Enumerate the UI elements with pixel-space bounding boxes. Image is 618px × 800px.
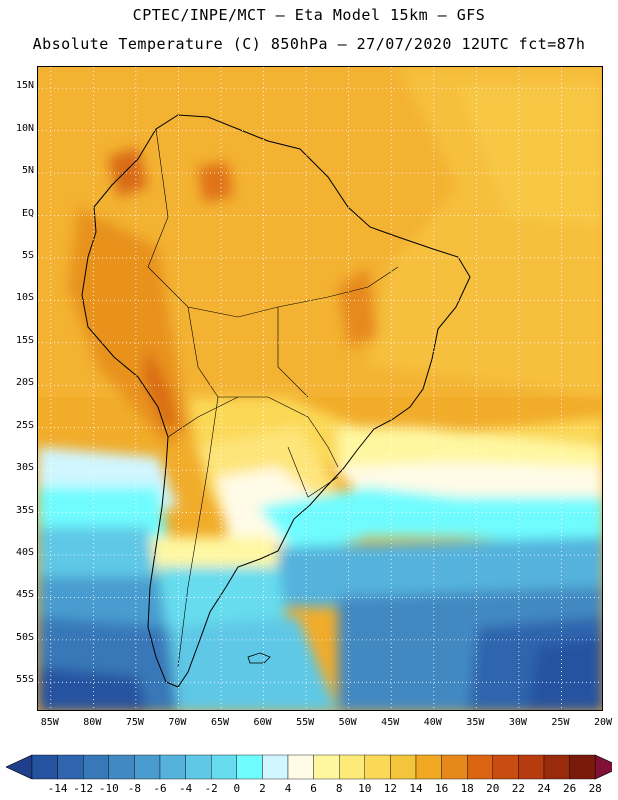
colorbar-swatch: [518, 754, 545, 780]
longitude-label: 65W: [210, 717, 230, 728]
colorbar-swatch: [82, 754, 109, 780]
colorbar-label: -14: [47, 782, 68, 795]
colorbar-swatch: [390, 754, 417, 780]
colorbar-swatch: [134, 754, 161, 780]
colorbar-label: 28: [588, 782, 602, 795]
colorbar-swatch: [364, 754, 391, 780]
colorbar-label: -10: [98, 782, 119, 795]
longitude-label: 35W: [466, 717, 485, 728]
colorbar-swatch: [185, 754, 212, 780]
colorbar-swatch: [210, 754, 237, 780]
colorbar-label: -6: [153, 782, 167, 795]
colorbar-label: -2: [204, 782, 218, 795]
colorbar-label: 4: [284, 782, 292, 795]
longitude-label: 40W: [423, 717, 442, 728]
temperature-map: [37, 66, 603, 711]
colorbar-swatch: [492, 754, 519, 780]
colorbar-label: 0: [233, 782, 241, 795]
colorbar-label: -8: [127, 782, 142, 795]
colorbar-label: 14: [409, 782, 423, 795]
latitude-label: 10N: [15, 122, 34, 134]
latitude-label: 55S: [15, 674, 34, 686]
colorbar-left-arrow: [6, 754, 33, 780]
colorbar-swatch: [262, 754, 289, 780]
colorbar-swatch: [569, 754, 596, 780]
colorbar-label: 8: [335, 782, 343, 795]
longitude-label: 45W: [381, 717, 400, 728]
colorbar-swatch: [57, 754, 84, 780]
colorbar-swatch: [441, 754, 468, 780]
latitude-label: 50S: [15, 631, 34, 643]
map-canvas: [38, 67, 602, 710]
colorbar-label: 26: [562, 782, 577, 795]
longitude-label: 85W: [40, 717, 59, 728]
longitude-label: 60W: [253, 717, 272, 728]
longitude-label: 55W: [296, 717, 315, 728]
latitude-label: 45S: [15, 589, 34, 601]
colorbar-label: 10: [358, 782, 372, 795]
latitude-label: 20S: [15, 377, 34, 389]
colorbar-swatch: [31, 754, 58, 780]
colorbar-label: 6: [310, 782, 317, 795]
colorbar-label: 20: [486, 782, 500, 795]
title-line-2: Absolute Temperature (C) 850hPa – 27/07/…: [32, 35, 586, 53]
longitude-label: 50W: [338, 717, 357, 728]
colorbar-label: 22: [511, 782, 526, 795]
latitude-label: 15N: [15, 80, 34, 92]
colorbar-swatch: [236, 754, 263, 780]
colorbar-label: 24: [537, 782, 551, 795]
colorbar-swatch: [313, 754, 340, 780]
latitude-label: 40S: [15, 546, 34, 558]
longitude-label: 75W: [125, 717, 144, 728]
colorbar-swatch: [543, 754, 570, 780]
colorbar-swatch: [108, 754, 135, 780]
longitude-label: 25W: [551, 717, 570, 728]
colorbar-swatch: [467, 754, 494, 780]
longitude-label: 20W: [593, 717, 613, 728]
latitude-label: 30S: [15, 462, 34, 474]
longitude-label: 30W: [508, 717, 527, 728]
colorbar-right-arrow: [594, 754, 612, 780]
colorbar-swatch: [159, 754, 186, 780]
latitude-label: 10S: [15, 292, 34, 304]
colorbar-label: -12: [73, 782, 94, 795]
latitude-label: EQ: [21, 207, 34, 219]
longitude-label: 70W: [168, 717, 187, 728]
colorbar-label: 16: [434, 782, 449, 795]
latitude-label: 25S: [15, 419, 34, 431]
title-line-1: CPTEC/INPE/MCT – Eta Model 15km – GFS: [132, 6, 486, 24]
latitude-label: 15S: [15, 334, 34, 346]
colorbar: [6, 754, 612, 780]
latitude-label: 5S: [21, 249, 34, 261]
colorbar-label: 12: [383, 782, 398, 795]
colorbar-label: 2: [259, 782, 266, 795]
colorbar-label: 18: [460, 782, 474, 795]
colorbar-label: -4: [178, 782, 193, 795]
latitude-label: 35S: [15, 504, 34, 516]
colorbar-swatch: [339, 754, 366, 780]
longitude-label: 80W: [83, 717, 102, 728]
colorbar-swatch: [415, 754, 442, 780]
latitude-label: 5N: [21, 165, 34, 177]
colorbar-swatch: [287, 754, 314, 780]
